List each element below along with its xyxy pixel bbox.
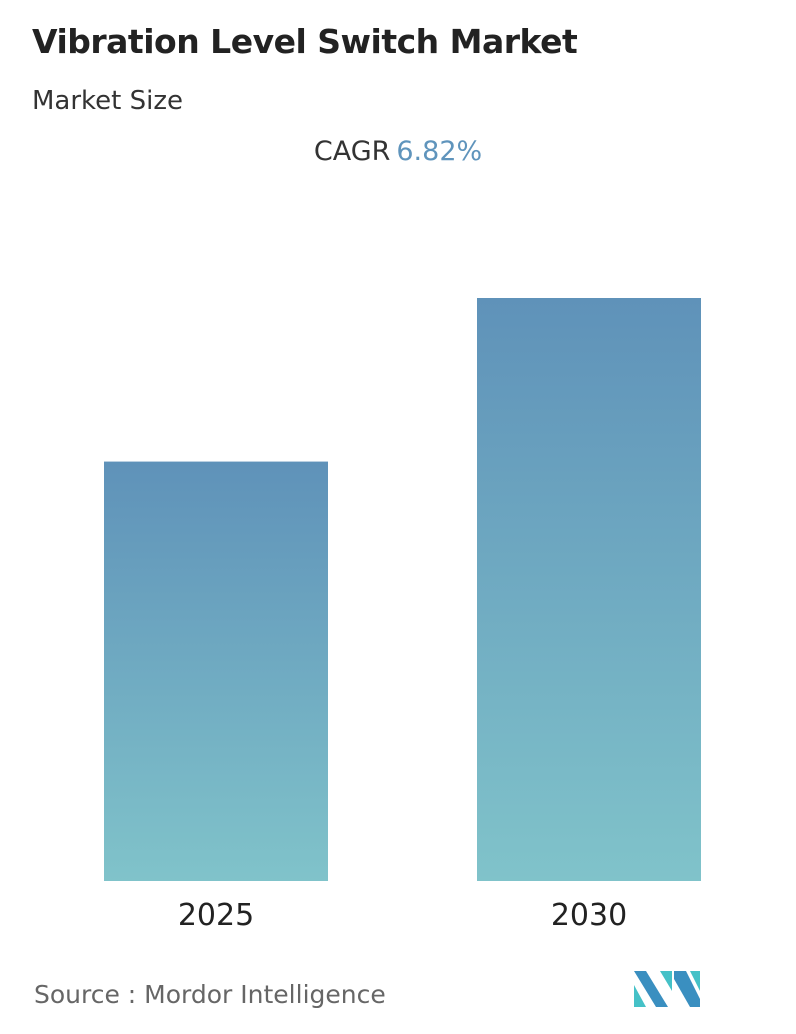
- x-tick-label: 2025: [178, 898, 254, 933]
- cagr-value: 6.82%: [396, 136, 483, 167]
- bar-chart: 2025 2030: [104, 298, 701, 933]
- source-text: Source : Mordor Intelligence: [34, 980, 386, 1009]
- bar-2025: [104, 461, 328, 881]
- cagr-label: CAGR: [313, 136, 391, 167]
- chart-title: Vibration Level Switch Market: [32, 22, 578, 61]
- chart-subtitle: Market Size: [32, 86, 184, 116]
- x-tick-label: 2030: [551, 898, 627, 933]
- mordor-intelligence-logo: [634, 971, 700, 1007]
- bar-2030: [477, 298, 701, 881]
- cagr-label-group: CAGR 6.82%: [0, 136, 796, 167]
